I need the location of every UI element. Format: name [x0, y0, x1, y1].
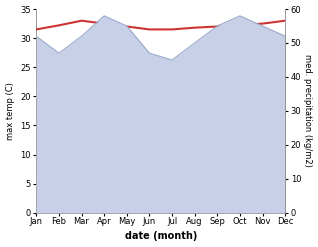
X-axis label: date (month): date (month)	[125, 231, 197, 242]
Y-axis label: max temp (C): max temp (C)	[5, 82, 15, 140]
Y-axis label: med. precipitation (kg/m2): med. precipitation (kg/m2)	[303, 54, 313, 167]
